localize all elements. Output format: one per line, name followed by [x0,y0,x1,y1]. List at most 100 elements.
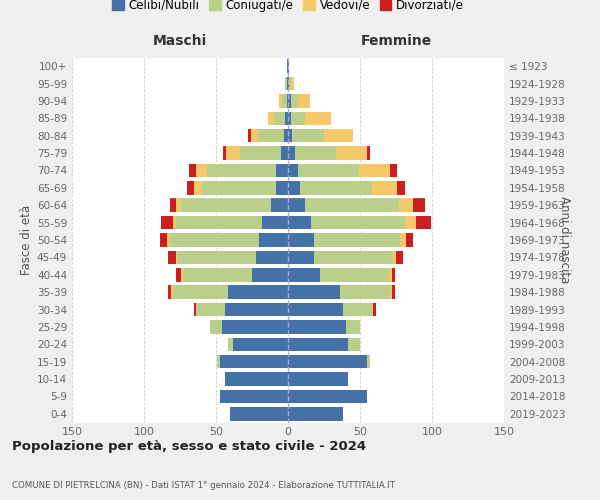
Bar [288,407,343,420]
Bar [176,216,262,230]
Bar [277,181,288,194]
Bar [413,198,425,212]
Bar [288,112,291,125]
Bar [224,302,288,316]
Bar [172,286,173,299]
Bar [173,216,176,230]
Bar [202,181,277,194]
Bar [268,112,274,125]
Y-axis label: Fasce di età: Fasce di età [20,205,33,275]
Bar [400,233,406,247]
Bar [282,94,287,108]
Bar [320,268,389,281]
Bar [314,250,393,264]
Bar [256,250,288,264]
Bar [169,250,176,264]
Bar [210,320,222,334]
Bar [284,129,288,142]
Bar [397,181,404,194]
Bar [177,250,256,264]
Bar [288,60,289,73]
Bar [173,286,227,299]
Bar [258,129,284,142]
Bar [392,268,395,281]
Bar [390,286,392,299]
Bar [314,233,400,247]
Bar [176,268,181,281]
Bar [389,268,392,281]
Bar [291,112,305,125]
Legend: Celibi/Nubili, Coniugati/e, Vedovi/e, Divorziati/e: Celibi/Nubili, Coniugati/e, Vedovi/e, Di… [107,0,469,16]
Bar [288,233,314,247]
Bar [281,146,288,160]
Bar [288,146,295,160]
Bar [295,146,335,160]
Bar [289,77,291,90]
Bar [399,198,413,212]
Bar [367,146,370,160]
Bar [396,250,403,264]
Bar [230,407,288,420]
Bar [346,320,360,334]
Text: Popolazione per età, sesso e stato civile - 2024: Popolazione per età, sesso e stato civil… [12,440,366,453]
Bar [340,286,390,299]
Bar [390,164,397,177]
Y-axis label: Anni di nascita: Anni di nascita [558,196,571,284]
Bar [280,94,282,108]
Bar [161,216,173,230]
Bar [196,164,208,177]
Bar [305,112,331,125]
Bar [288,338,349,351]
Bar [194,302,196,316]
Bar [220,355,288,368]
Bar [277,164,288,177]
Bar [324,129,353,142]
Bar [404,216,416,230]
Bar [252,268,288,281]
Bar [288,302,343,316]
Bar [298,94,310,108]
Bar [176,198,181,212]
Bar [183,268,252,281]
Bar [194,181,202,194]
Bar [288,320,346,334]
Bar [248,129,251,142]
Text: Femmine: Femmine [361,34,431,48]
Bar [288,355,367,368]
Bar [343,302,371,316]
Text: Maschi: Maschi [153,34,207,48]
Bar [291,77,294,90]
Bar [288,164,298,177]
Bar [288,216,311,230]
Bar [274,112,285,125]
Bar [223,146,226,160]
Bar [170,198,176,212]
Bar [259,233,288,247]
Bar [288,77,289,90]
Bar [160,233,167,247]
Bar [227,338,233,351]
Bar [288,286,340,299]
Bar [167,233,170,247]
Bar [305,198,399,212]
Bar [299,181,371,194]
Bar [288,198,305,212]
Bar [287,60,288,73]
Bar [251,129,258,142]
Bar [220,390,288,403]
Bar [222,320,288,334]
Bar [371,181,397,194]
Bar [226,146,241,160]
Bar [291,94,298,108]
Bar [292,129,324,142]
Bar [176,250,177,264]
Bar [208,164,277,177]
Bar [262,216,288,230]
Bar [287,77,288,90]
Bar [392,286,395,299]
Bar [288,390,367,403]
Bar [271,198,288,212]
Bar [224,372,288,386]
Bar [170,233,259,247]
Bar [188,164,196,177]
